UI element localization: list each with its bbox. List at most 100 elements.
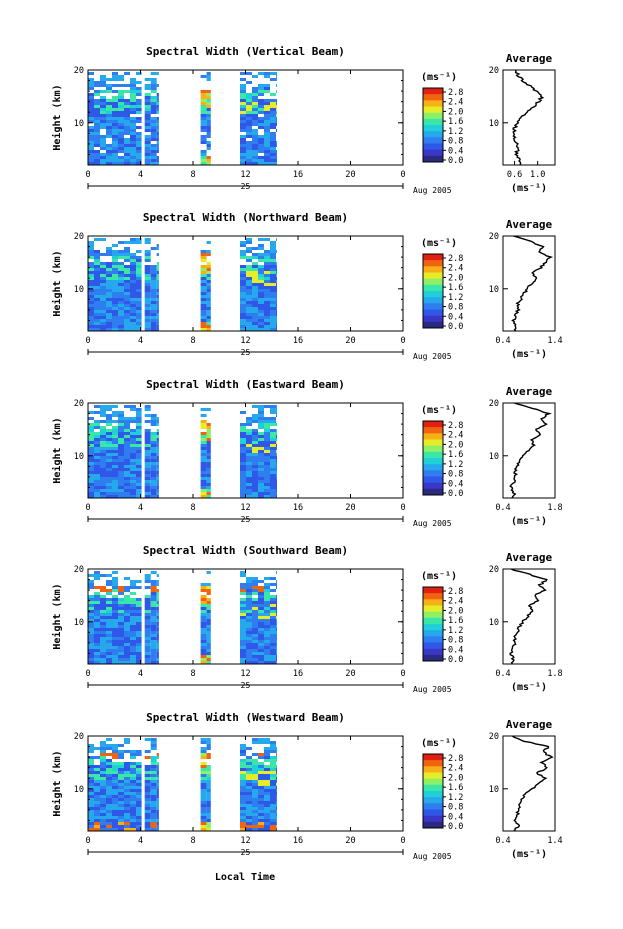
- avg-y-tick-label: 20: [489, 66, 499, 76]
- heatmap-cell: [276, 798, 277, 801]
- heatmap-cell: [150, 792, 157, 795]
- heatmap-cell: [246, 423, 252, 426]
- heatmap-cell: [264, 747, 270, 750]
- heatmap-cell: [100, 111, 106, 114]
- heatmap-cell: [264, 138, 270, 141]
- heatmap-cell: [206, 583, 211, 586]
- heatmap-cell: [246, 822, 252, 825]
- heatmap-cell: [88, 819, 94, 822]
- heatmap-cell: [156, 822, 159, 825]
- heatmap-cell: [130, 453, 136, 456]
- heatmap-cell: [240, 607, 246, 610]
- heatmap-cell: [106, 322, 112, 325]
- heatmap-cell: [258, 319, 264, 322]
- heatmap-cell: [100, 78, 106, 81]
- heatmap-cell: [150, 156, 157, 159]
- heatmap-cell: [200, 313, 207, 316]
- heatmap-cell: [136, 816, 142, 819]
- heatmap-cell: [276, 325, 277, 328]
- heatmap-cell: [100, 238, 106, 241]
- heatmap-cell: [200, 738, 207, 741]
- heatmap-cell: [246, 801, 252, 804]
- heatmap-cell: [156, 474, 159, 477]
- heatmap-cell: [252, 147, 258, 150]
- heatmap-cell: [252, 819, 258, 822]
- heatmap-cell: [276, 816, 277, 819]
- heatmap-cell: [136, 132, 142, 135]
- heatmap-cell: [100, 456, 106, 459]
- heatmap-cell: [270, 450, 276, 453]
- heatmap-cell: [252, 319, 258, 322]
- heatmap-cell: [118, 313, 124, 316]
- heatmap-cell: [276, 646, 277, 649]
- heatmap-cell: [276, 108, 277, 111]
- heatmap-cell: [240, 114, 246, 117]
- average-x-label: (ms⁻¹): [511, 349, 547, 360]
- heatmap-cell: [112, 747, 118, 750]
- heatmap-cell: [112, 111, 118, 114]
- heatmap-cell: [88, 144, 94, 147]
- heatmap-cell: [136, 432, 142, 435]
- heatmap-cell: [118, 655, 124, 658]
- heatmap-cell: [124, 301, 130, 304]
- heatmap-cell: [136, 792, 142, 795]
- heatmap-cell: [258, 247, 264, 250]
- y-tick-label: 20: [74, 399, 84, 409]
- heatmap-cell: [118, 643, 124, 646]
- heatmap-cell: [130, 144, 136, 147]
- heatmap-cell: [276, 295, 277, 298]
- heatmap-cell: [124, 253, 130, 256]
- heatmap-cell: [252, 316, 258, 319]
- heatmap-cell: [258, 741, 264, 744]
- heatmap-cell: [252, 414, 258, 417]
- heatmap-cell: [206, 598, 211, 601]
- heatmap-cell: [264, 646, 270, 649]
- heatmap-cell: [130, 477, 136, 480]
- heatmap-cell: [264, 634, 270, 637]
- heatmap-cell: [206, 589, 211, 592]
- heatmap-cell: [252, 292, 258, 295]
- heatmap-cell: [94, 316, 100, 319]
- heatmap-cell: [112, 571, 118, 574]
- heatmap-cell: [118, 159, 124, 162]
- heatmap-cell: [118, 483, 124, 486]
- heatmap-cell: [264, 492, 270, 495]
- panel-title: Spectral Width (Northward Beam): [143, 211, 348, 224]
- heatmap-cell: [94, 798, 100, 801]
- colorbar-segment: [423, 155, 443, 163]
- heatmap-cell: [252, 625, 258, 628]
- heatmap-cell: [136, 316, 142, 319]
- heatmap-cell: [112, 465, 118, 468]
- heatmap-cell: [94, 819, 100, 822]
- heatmap-cell: [130, 126, 136, 129]
- heatmap-cell: [156, 795, 159, 798]
- heatmap-cell: [88, 120, 94, 123]
- heatmap-cell: [94, 295, 100, 298]
- heatmap-cell: [136, 325, 142, 328]
- heatmap-cell: [200, 628, 207, 631]
- heatmap-cell: [252, 322, 258, 325]
- heatmap-cell: [252, 283, 258, 286]
- heatmap-cell: [136, 625, 142, 628]
- heatmap-cell: [118, 102, 124, 105]
- heatmap-cell: [106, 768, 112, 771]
- heatmap-cell: [106, 492, 112, 495]
- heatmap-cell: [130, 583, 136, 586]
- heatmap-cell: [124, 640, 130, 643]
- heatmap-cell: [100, 441, 106, 444]
- heatmap-cell: [124, 322, 130, 325]
- heatmap-cell: [88, 159, 94, 162]
- heatmap-cell: [156, 322, 159, 325]
- heatmap-cell: [246, 598, 252, 601]
- heatmap-cell: [200, 658, 207, 661]
- heatmap-cell: [144, 792, 151, 795]
- heatmap-cell: [144, 283, 151, 286]
- heatmap-cell: [264, 319, 270, 322]
- heatmap-cell: [270, 471, 276, 474]
- heatmap-cell: [264, 792, 270, 795]
- heatmap-cell: [112, 601, 118, 604]
- heatmap-cell: [130, 649, 136, 652]
- heatmap-cell: [270, 825, 276, 828]
- heatmap-cell: [240, 486, 246, 489]
- x-tick-label: 20: [345, 836, 355, 846]
